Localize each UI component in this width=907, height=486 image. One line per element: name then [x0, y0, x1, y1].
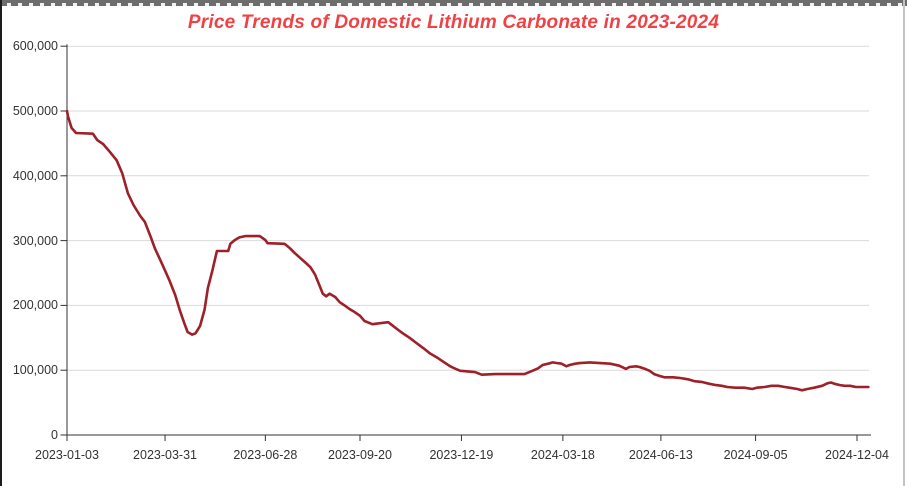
- x-axis-tick-label: 2023-12-19: [429, 448, 494, 462]
- y-axis-tick-label: 0: [51, 428, 58, 442]
- y-axis-tick-label: 300,000: [12, 233, 58, 248]
- chart-title: Price Trends of Domestic Lithium Carbona…: [187, 12, 720, 33]
- x-axis-tick-label: 2023-01-03: [35, 448, 99, 462]
- y-axis-tick-label: 200,000: [12, 298, 58, 313]
- y-axis-tick-label: 600,000: [12, 39, 58, 54]
- x-axis-tick-label: 2023-09-20: [328, 448, 392, 462]
- window-right-edge: [903, 0, 905, 486]
- y-axis-tick-label: 500,000: [12, 104, 58, 118]
- y-axis-tick-label: 400,000: [12, 168, 58, 183]
- x-axis-tick-label: 2024-09-05: [723, 448, 788, 462]
- window-top-edge: [0, 0, 907, 3]
- window-left-edge: [0, 0, 2, 486]
- x-axis-tick-label: 2024-03-18: [530, 448, 595, 462]
- y-axis-tick-label: 100,000: [12, 363, 58, 378]
- x-axis-tick-label: 2024-12-04: [825, 448, 889, 462]
- price-series-line: [65, 109, 870, 392]
- x-axis-tick-label: 2023-06-28: [233, 448, 298, 462]
- x-axis-tick-label: 2024-06-13: [628, 448, 693, 462]
- x-axis-tick-label: 2023-03-31: [133, 448, 197, 462]
- window-top-dashed-edge: [0, 3, 907, 6]
